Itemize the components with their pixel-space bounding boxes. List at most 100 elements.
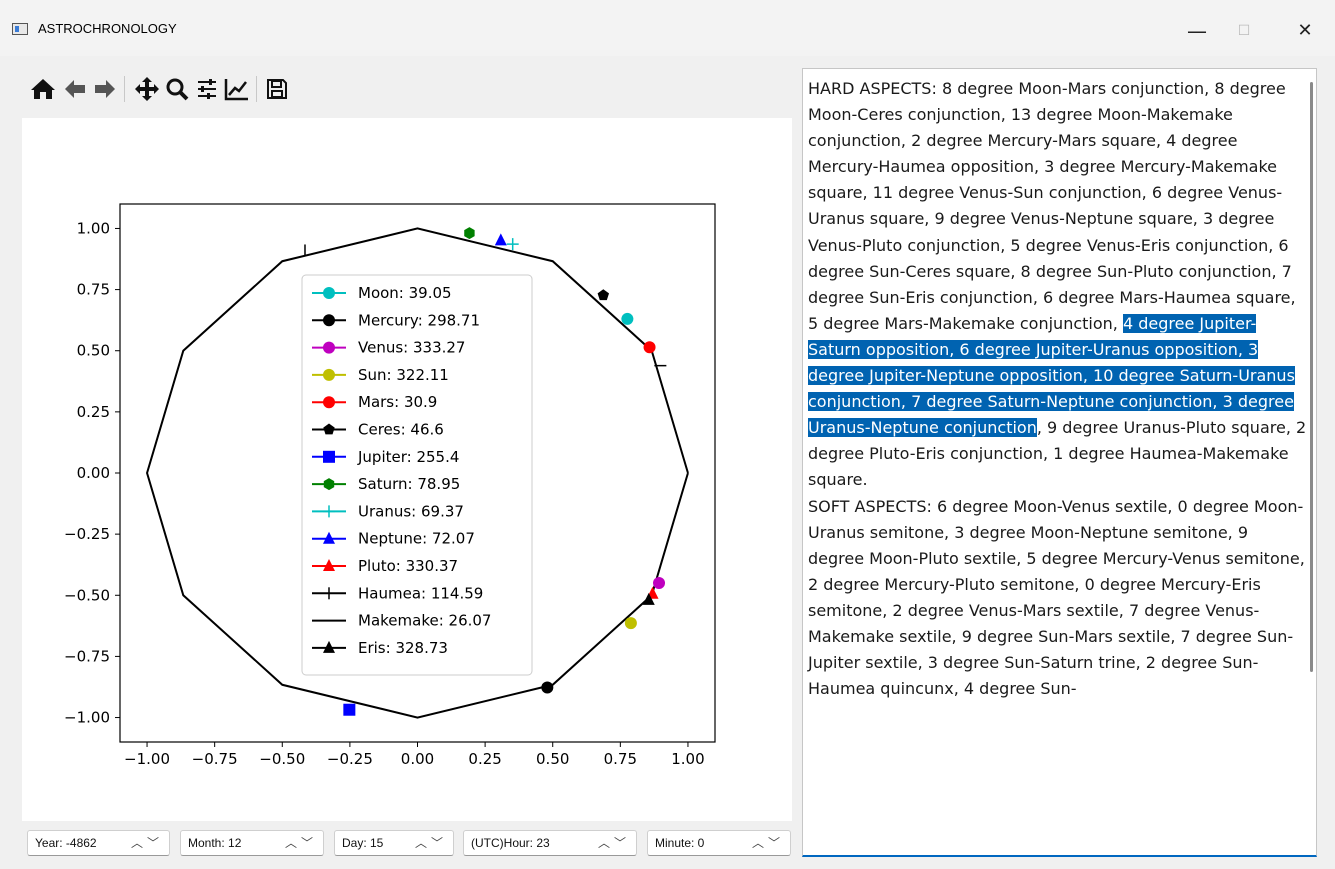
legend-label-moon: Moon: 39.05	[358, 284, 452, 302]
point-ceres	[597, 289, 610, 301]
aspects-text-panel[interactable]: HARD ASPECTS: 8 degree Moon-Mars conjunc…	[802, 68, 1317, 857]
y-tick-label: 1.00	[77, 219, 110, 237]
legend-label-pluto: Pluto: 330.37	[358, 557, 458, 575]
y-tick-label: −0.25	[64, 525, 110, 543]
point-sun	[624, 617, 637, 630]
soft-aspects-text: SOFT ASPECTS: 6 degree Moon-Venus sextil…	[808, 496, 1305, 699]
minute-spinbox[interactable]: Minute: 0 ︿﹀	[647, 830, 791, 856]
app-icon	[12, 23, 28, 35]
legend-marker-saturn	[323, 478, 335, 491]
x-tick-label: −0.75	[192, 750, 238, 768]
legend-label-haumea: Haumea: 114.59	[358, 584, 483, 602]
configure-subplots-button[interactable]	[192, 72, 222, 106]
spin-arrows-icon[interactable]: ︿﹀	[414, 836, 447, 850]
home-icon	[31, 79, 55, 99]
home-button[interactable]	[28, 72, 58, 106]
legend-marker-sun	[323, 368, 335, 381]
toolbar-separator	[124, 76, 125, 102]
hard-aspects-text-end: , 9 degree Uranus-Pluto square, 2 degree…	[808, 418, 1307, 490]
x-tick-label: −0.25	[327, 750, 373, 768]
zoom-icon	[166, 78, 189, 101]
point-saturn	[464, 227, 475, 240]
legend-marker-mercury	[323, 314, 335, 327]
hour-value: (UTC)Hour: 23	[471, 836, 550, 850]
save-button[interactable]	[262, 72, 292, 106]
legend-label-uranus: Uranus: 69.37	[358, 502, 464, 520]
y-tick-label: 0.50	[77, 342, 110, 360]
point-mercury	[541, 681, 554, 694]
close-button[interactable]: ✕	[1297, 20, 1313, 41]
point-mars	[643, 341, 656, 354]
title-bar: ASTROCHRONOLOGY — ☐ ✕	[0, 0, 1335, 56]
legend-marker-uranus	[323, 505, 335, 518]
legend-marker-mars	[323, 396, 335, 409]
day-value: Day: 15	[342, 836, 384, 850]
legend-label-makemake: Makemake: 26.07	[358, 612, 491, 630]
configure-subplots-icon	[198, 79, 216, 99]
edit-axis-button[interactable]	[222, 72, 252, 106]
legend-marker-moon	[323, 287, 335, 299]
x-tick-label: 1.00	[671, 750, 704, 768]
spin-arrows-icon[interactable]: ︿﹀	[130, 836, 163, 850]
y-tick-label: 0.25	[77, 403, 110, 421]
spin-arrows-icon[interactable]: ︿﹀	[597, 836, 630, 850]
point-eris	[642, 592, 655, 605]
legend-label-venus: Venus: 333.27	[358, 339, 465, 357]
legend-label-neptune: Neptune: 72.07	[358, 530, 475, 548]
legend-marker-jupiter	[323, 450, 335, 463]
x-tick-label: −1.00	[124, 750, 170, 768]
y-tick-label: −0.50	[64, 586, 110, 604]
back-button[interactable]	[60, 72, 90, 106]
point-uranus	[506, 238, 519, 251]
maximize-button[interactable]: ☐	[1237, 23, 1251, 39]
zoom-button[interactable]	[162, 72, 192, 106]
y-tick-label: −1.00	[64, 709, 110, 727]
year-value: Year: -4862	[35, 836, 97, 850]
legend-label-mercury: Mercury: 298.71	[358, 311, 480, 329]
minimize-button[interactable]: —	[1187, 19, 1207, 43]
point-neptune	[494, 233, 507, 246]
spin-arrows-icon[interactable]: ︿﹀	[751, 836, 784, 850]
ecliptic-outline	[146, 227, 689, 719]
x-tick-label: 0.75	[604, 750, 637, 768]
chart: −1.00 −0.75 −0.50 −0.25 0.00 0.25 0.50 0.75 1.00…	[64, 203, 716, 768]
x-tick-label: 0.00	[401, 750, 434, 768]
legend-label-saturn: Saturn: 78.95	[358, 475, 460, 493]
legend-label-mars: Mars: 30.9	[358, 393, 437, 411]
legend-marker-neptune	[323, 531, 335, 544]
legend-label-sun: Sun: 322.11	[358, 366, 449, 384]
legend-marker-venus	[323, 341, 335, 354]
edit-axis-icon	[224, 79, 248, 101]
y-tick-label: −0.75	[64, 647, 110, 665]
month-spinbox[interactable]: Month: 12 ︿﹀	[180, 830, 324, 856]
legend-box	[301, 274, 533, 676]
point-moon	[621, 312, 634, 325]
hour-spinbox[interactable]: (UTC)Hour: 23 ︿﹀	[463, 830, 637, 856]
legend-marker-eris	[323, 640, 335, 653]
x-tick-label: 0.25	[468, 750, 501, 768]
pan-icon	[135, 77, 159, 101]
month-value: Month: 12	[188, 836, 242, 850]
forward-button[interactable]	[90, 72, 120, 106]
legend-marker-ceres	[323, 423, 335, 435]
year-spinbox[interactable]: Year: -4862 ︿﹀	[27, 830, 170, 856]
aspects-text: HARD ASPECTS: 8 degree Moon-Mars conjunc…	[808, 76, 1308, 702]
legend-marker-pluto	[323, 559, 335, 571]
minute-value: Minute: 0	[655, 836, 705, 850]
x-tick-label: −0.50	[259, 750, 305, 768]
day-spinbox[interactable]: Day: 15 ︿﹀	[334, 830, 454, 856]
spin-arrows-icon[interactable]: ︿﹀	[284, 836, 317, 850]
plot-canvas[interactable]: −1.00 −0.75 −0.50 −0.25 0.00 0.25 0.50 0.75 1.00…	[22, 118, 792, 821]
pan-button[interactable]	[132, 72, 162, 106]
y-tick-label: 0.00	[77, 464, 110, 482]
hard-aspects-text: HARD ASPECTS: 8 degree Moon-Mars conjunc…	[808, 79, 1296, 333]
back-arrow-icon	[65, 80, 85, 98]
text-panel-scrollbar[interactable]	[1310, 82, 1313, 672]
y-tick-label: 0.75	[77, 281, 110, 299]
legend-label-jupiter: Jupiter: 255.4	[357, 448, 459, 466]
point-jupiter	[343, 703, 356, 716]
toolbar-separator	[256, 76, 257, 102]
legend-label-ceres: Ceres: 46.6	[358, 421, 444, 439]
x-tick-label: 0.50	[536, 750, 569, 768]
point-venus	[653, 577, 666, 590]
